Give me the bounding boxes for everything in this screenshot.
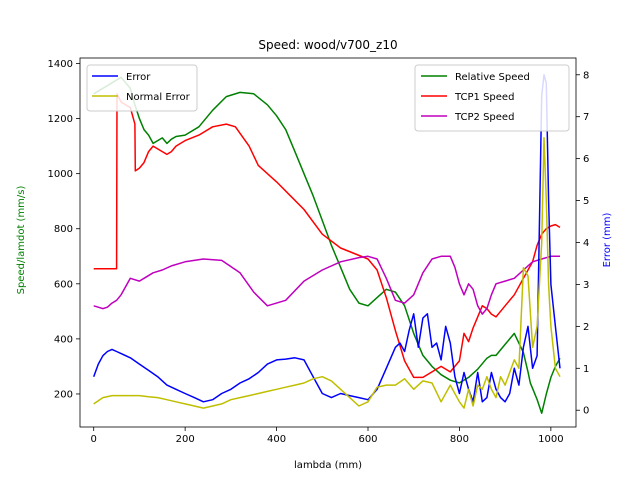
chart-title: Speed: wood/v700_z10 [258, 38, 397, 52]
y2-tick-label: 4 [583, 238, 589, 249]
y-axis-label: Speed/lamdot (mm/s) [16, 186, 27, 295]
y2-tick-label: 1 [583, 364, 589, 375]
axes-layer: 0 200 400 600 800 100020040060080010001200140… [48, 57, 589, 445]
series-line-tcp2-speed [93, 255, 560, 315]
y-tick-label: 1200 [48, 114, 73, 125]
y2-tick-label: 0 [583, 406, 589, 417]
x-tick-label: 0 [91, 434, 97, 445]
series-layer [92, 74, 561, 414]
x-tick-label: 600 [358, 434, 377, 445]
y2-tick-label: 6 [583, 154, 589, 165]
legend-right-box [414, 64, 570, 132]
y-tick-label: 1000 [48, 169, 73, 180]
y2-tick-label: 2 [583, 322, 589, 333]
legend-right: Relative Speed TCP1 Speed TCP2 Speed [414, 64, 570, 132]
legend-label: Relative Speed [455, 72, 530, 83]
y-tick-label: 200 [54, 389, 73, 400]
series-line-error [92, 74, 561, 403]
y-tick-label: 800 [54, 224, 73, 235]
legend-label: Error [126, 72, 151, 83]
legend-label: TCP2 Speed [454, 112, 514, 123]
y-tick-label: 1400 [48, 59, 73, 70]
y2-tick-label: 3 [583, 280, 589, 291]
y2-tick-label: 7 [583, 112, 589, 123]
y2-axis-label: Error (mm) [602, 212, 613, 267]
x-axis-label: lambda (mm) [294, 460, 362, 471]
legend-label: TCP1 Speed [454, 92, 514, 103]
x-tick-label: 400 [267, 434, 286, 445]
series-line-normal-error [93, 136, 561, 409]
series-line-tcp1-speed [93, 93, 561, 379]
legend-left: Error Normal Error [86, 64, 198, 112]
series-line-relative-speed [93, 76, 561, 414]
x-tick-label: 1000 [538, 434, 563, 445]
y-tick-label: 400 [54, 334, 73, 345]
y-tick-label: 600 [54, 279, 73, 290]
x-tick-label: 800 [450, 434, 469, 445]
y2-tick-label: 5 [583, 196, 589, 207]
y2-tick-label: 8 [583, 70, 589, 81]
legend-label: Normal Error [126, 92, 191, 103]
x-tick-label: 200 [176, 434, 195, 445]
